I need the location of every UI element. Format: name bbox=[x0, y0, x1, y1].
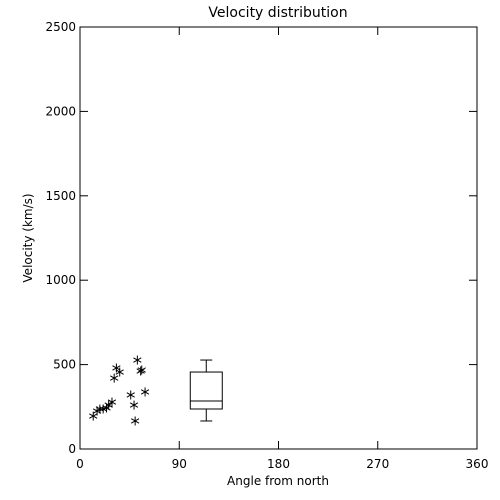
asterisk-stroke bbox=[115, 369, 124, 375]
y-tick-label: 1500 bbox=[45, 189, 76, 203]
asterisk-stroke bbox=[126, 392, 135, 398]
point bbox=[110, 373, 119, 383]
x-tick-label: 270 bbox=[366, 457, 389, 471]
point bbox=[137, 365, 146, 375]
point bbox=[126, 390, 135, 400]
chart-title: Velocity distribution bbox=[208, 5, 347, 21]
asterisk-stroke bbox=[137, 367, 146, 373]
asterisk-stroke bbox=[130, 418, 140, 424]
point bbox=[112, 363, 121, 373]
x-tick-label: 180 bbox=[267, 457, 290, 471]
asterisk-stroke bbox=[140, 389, 150, 395]
y-tick-label: 2000 bbox=[45, 104, 76, 118]
point bbox=[104, 400, 113, 410]
y-tick-label: 2500 bbox=[45, 20, 76, 34]
x-tick-label: 90 bbox=[172, 457, 187, 471]
y-axis-label: Velocity (km/s) bbox=[21, 193, 35, 282]
asterisk-stroke bbox=[104, 402, 113, 408]
point bbox=[140, 387, 150, 397]
x-tick-label: 0 bbox=[76, 457, 84, 471]
y-tick-label: 1000 bbox=[45, 273, 76, 287]
point bbox=[95, 404, 104, 414]
point bbox=[115, 367, 124, 377]
x-axis-label: Angle from north bbox=[227, 474, 329, 488]
box bbox=[189, 371, 223, 410]
plot-frame bbox=[79, 26, 478, 450]
asterisk-stroke bbox=[133, 357, 142, 363]
asterisk-stroke bbox=[112, 365, 121, 371]
asterisk-stroke bbox=[89, 413, 98, 419]
point bbox=[107, 397, 117, 407]
point bbox=[130, 416, 140, 426]
asterisk-stroke bbox=[95, 406, 104, 412]
y-tick-label: 500 bbox=[53, 358, 76, 372]
asterisk-stroke bbox=[107, 399, 117, 405]
y-tick-label: 0 bbox=[68, 442, 76, 456]
asterisk-stroke bbox=[129, 402, 139, 408]
x-tick-label: 360 bbox=[466, 457, 489, 471]
point bbox=[133, 355, 142, 365]
point bbox=[129, 400, 139, 410]
asterisk-stroke bbox=[99, 406, 108, 412]
asterisk-stroke bbox=[110, 375, 119, 381]
